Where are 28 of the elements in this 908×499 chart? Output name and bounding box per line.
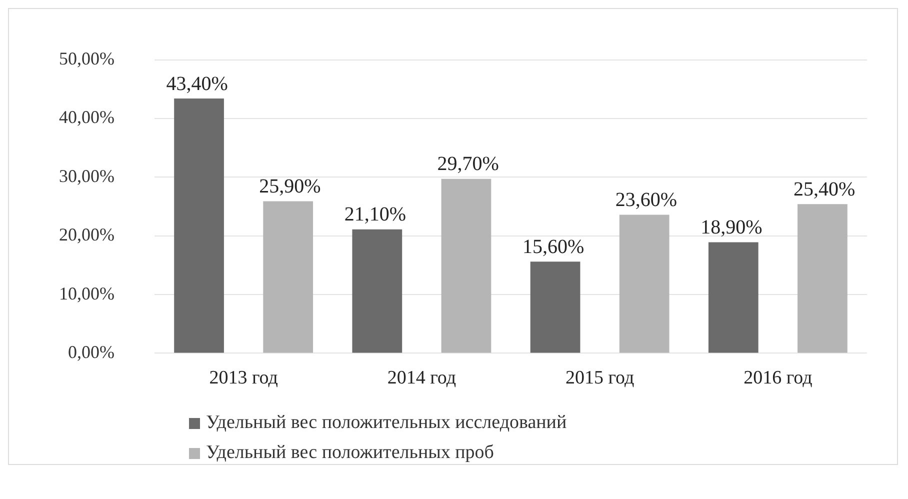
data-label: 21,10%: [344, 204, 406, 226]
data-label: 25,40%: [794, 178, 856, 200]
y-tick-label: 20,00%: [58, 224, 114, 245]
y-tick-label: 50,00%: [58, 48, 114, 69]
y-tick-label: 40,00%: [58, 107, 114, 128]
bar: [174, 98, 224, 353]
y-tick-label: 30,00%: [58, 166, 114, 186]
legend-label: Удельный вес положительных исследований: [206, 412, 567, 434]
bar: [619, 214, 670, 353]
bar: [441, 178, 492, 353]
y-tick-label: 0,00%: [68, 342, 114, 362]
data-label: 23,60%: [615, 188, 678, 211]
bar: [352, 229, 402, 353]
bar: [708, 242, 758, 353]
data-label: 15,60%: [522, 236, 584, 258]
bar: [263, 201, 314, 353]
data-label: 18,90%: [700, 216, 762, 239]
bar: [530, 262, 580, 353]
legend-label: Удельный вес положительных проб: [206, 442, 494, 464]
data-label: 43,40%: [166, 72, 228, 95]
x-tick-label: 2015 год: [565, 368, 634, 389]
data-label: 29,70%: [437, 153, 499, 176]
data-label: 25,90%: [259, 175, 321, 198]
x-tick-label: 2013 год: [209, 368, 278, 389]
y-tick-label: 10,00%: [58, 283, 114, 304]
x-tick-label: 2014 год: [387, 368, 456, 389]
x-tick-label: 2016 год: [744, 368, 813, 389]
bar: [798, 204, 848, 353]
